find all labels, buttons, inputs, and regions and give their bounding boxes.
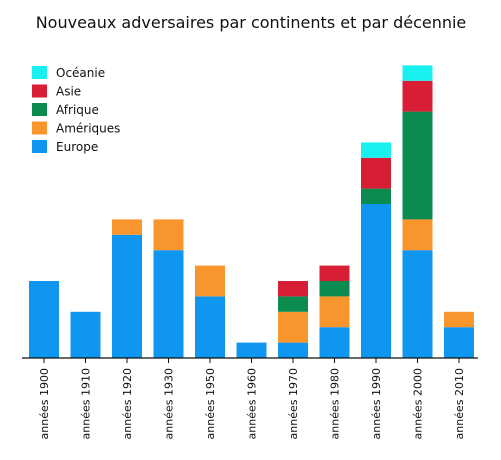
legend-label-ameriques: Amériques (56, 122, 120, 136)
x-tick-label-annees-1960: années 1960 (246, 368, 259, 439)
bar-annees-1960-europe (236, 342, 267, 358)
bar-annees-1920-europe (112, 234, 142, 358)
bar-annees-1920-ameriques (112, 219, 142, 235)
x-tick-label-annees-1990: années 1990 (370, 368, 383, 439)
x-tick-label-annees-1920: années 1920 (121, 368, 134, 439)
bar-annees-1950-ameriques (195, 265, 225, 297)
legend-swatch-asie (32, 84, 47, 98)
legend-swatch-ameriques (32, 121, 47, 135)
bar-annees-2000-ameriques (402, 219, 433, 251)
x-tick-label-annees-1900: années 1900 (38, 368, 51, 439)
bar-annees-1980-europe (319, 327, 350, 358)
bars-group (29, 65, 474, 358)
bar-annees-1970-asie (278, 281, 308, 297)
bar-annees-2000-europe (402, 250, 433, 358)
bar-annees-1950-europe (195, 296, 225, 358)
bar-annees-2010-europe (444, 327, 474, 358)
x-tick-label-annees-1980: années 1980 (329, 368, 342, 439)
bar-annees-1910-europe (70, 311, 101, 358)
legend-swatch-afrique (32, 103, 47, 116)
bar-annees-1980-asie (319, 265, 350, 281)
x-tick-label-annees-1910: années 1910 (80, 368, 93, 439)
legend-swatch-europe (32, 140, 47, 153)
bar-annees-1970-ameriques (278, 311, 308, 343)
bar-annees-2000-asie (402, 80, 433, 112)
bar-annees-1990-asie (361, 157, 391, 189)
x-tick-label-annees-1970: années 1970 (287, 368, 300, 439)
bar-annees-2000-afrique (402, 111, 433, 220)
x-tick-label-annees-2010: années 2010 (453, 368, 466, 439)
x-tick-label-annees-2000: années 2000 (412, 368, 425, 439)
legend: Océanie Asie Afrique Amériques Europe (32, 66, 120, 154)
legend-swatch-oceanie (32, 66, 47, 79)
bar-annees-2010-ameriques (444, 311, 474, 328)
x-tick-label-annees-1930: années 1930 (163, 368, 176, 439)
bar-annees-1980-afrique (319, 281, 350, 297)
bar-annees-1930-europe (153, 250, 184, 358)
legend-label-europe: Europe (56, 140, 98, 154)
legend-label-afrique: Afrique (56, 103, 99, 117)
legend-label-asie: Asie (56, 85, 81, 99)
bar-annees-1970-europe (278, 342, 308, 358)
chart-title: Nouveaux adversaires par continents et p… (36, 13, 467, 32)
bar-annees-1990-oceanie (361, 142, 391, 158)
bar-annees-2000-oceanie (402, 65, 433, 81)
bar-annees-1970-afrique (278, 296, 308, 312)
bar-annees-1930-ameriques (153, 219, 184, 251)
bar-annees-1980-ameriques (319, 296, 350, 328)
x-tick-labels: années 1900 années 1910 années 1920 années … (38, 358, 466, 439)
bar-annees-1990-europe (361, 204, 391, 358)
legend-label-oceanie: Océanie (56, 66, 105, 80)
bar-annees-1900-europe (29, 281, 59, 358)
bar-annees-1990-afrique (361, 188, 391, 204)
x-tick-label-annees-1950: années 1950 (204, 368, 217, 439)
